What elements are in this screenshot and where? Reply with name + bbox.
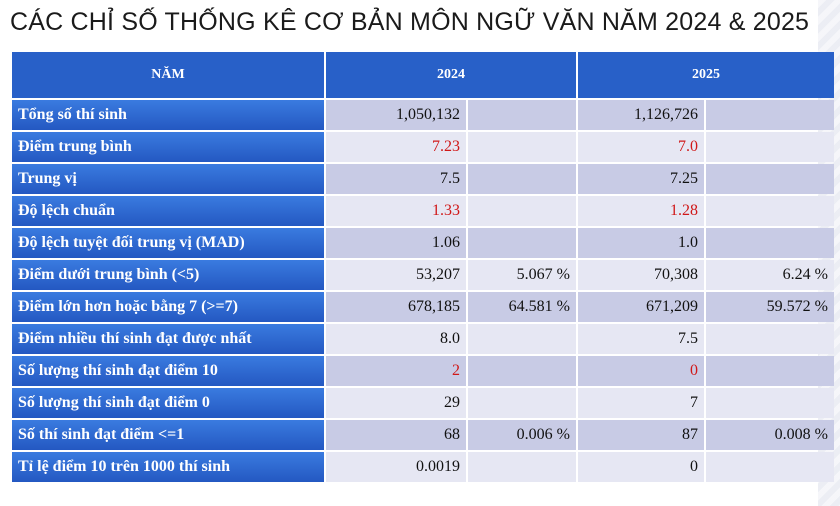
- percent-2024: 64.581 %: [468, 292, 576, 322]
- percent-2025: 59.572 %: [706, 292, 834, 322]
- statistics-table: NĂM 2024 2025 Tổng số thí sinh 1,050,132 1…: [10, 50, 836, 484]
- percent-2024: [468, 452, 576, 482]
- table-header-row: NĂM 2024 2025: [12, 52, 834, 98]
- value-2024: 1,050,132: [326, 100, 466, 130]
- percent-2024: [468, 164, 576, 194]
- value-2025: 70,308: [578, 260, 704, 290]
- value-2025: 7: [578, 388, 704, 418]
- value-2025: 0: [578, 452, 704, 482]
- value-2024: 53,207: [326, 260, 466, 290]
- table-row: Tổng số thí sinh 1,050,132 1,126,726: [12, 100, 834, 130]
- percent-2024: 0.006 %: [468, 420, 576, 450]
- percent-2024: 5.067 %: [468, 260, 576, 290]
- table-row: Điểm lớn hơn hoặc bằng 7 (>=7) 678,185 64.…: [12, 292, 834, 322]
- row-label: Tổng số thí sinh: [12, 100, 324, 130]
- row-label: Điểm trung bình: [12, 132, 324, 162]
- row-label: Trung vị: [12, 164, 324, 194]
- table-body: Tổng số thí sinh 1,050,132 1,126,726 Điểm t…: [12, 100, 834, 482]
- percent-2024: [468, 196, 576, 226]
- row-label: Điểm dưới trung bình (<5): [12, 260, 324, 290]
- value-2025: 0: [578, 356, 704, 386]
- percent-2024: [468, 100, 576, 130]
- value-2024: 678,185: [326, 292, 466, 322]
- table-row: Số lượng thí sinh đạt điểm 0 29 7: [12, 388, 834, 418]
- table-row: Điểm nhiều thí sinh đạt được nhất 8.0 7.5: [12, 324, 834, 354]
- row-label: Số lượng thí sinh đạt điểm 10: [12, 356, 324, 386]
- value-2025: 87: [578, 420, 704, 450]
- value-2025: 1.28: [578, 196, 704, 226]
- value-2024: 8.0: [326, 324, 466, 354]
- percent-2025: [706, 452, 834, 482]
- percent-2024: [468, 356, 576, 386]
- percent-2024: [468, 388, 576, 418]
- table-row: Tỉ lệ điểm 10 trên 1000 thí sinh 0.0019 0: [12, 452, 834, 482]
- table-row: Trung vị 7.5 7.25: [12, 164, 834, 194]
- header-year-2025: 2025: [578, 52, 834, 98]
- value-2024: 7.5: [326, 164, 466, 194]
- value-2024: 7.23: [326, 132, 466, 162]
- row-label: Tỉ lệ điểm 10 trên 1000 thí sinh: [12, 452, 324, 482]
- value-2025: 671,209: [578, 292, 704, 322]
- table-row: Điểm trung bình 7.23 7.0: [12, 132, 834, 162]
- value-2024: 29: [326, 388, 466, 418]
- percent-2025: [706, 324, 834, 354]
- header-year-2024: 2024: [326, 52, 576, 98]
- percent-2025: [706, 388, 834, 418]
- value-2024: 1.06: [326, 228, 466, 258]
- percent-2025: [706, 356, 834, 386]
- table-row: Số thí sinh đạt điểm <=1 68 0.006 % 87 0.008…: [12, 420, 834, 450]
- row-label: Độ lệch tuyệt đối trung vị (MAD): [12, 228, 324, 258]
- percent-2024: [468, 324, 576, 354]
- percent-2025: 6.24 %: [706, 260, 834, 290]
- header-year-label: NĂM: [12, 52, 324, 98]
- percent-2025: [706, 196, 834, 226]
- value-2024: 2: [326, 356, 466, 386]
- value-2024: 68: [326, 420, 466, 450]
- percent-2024: [468, 132, 576, 162]
- table-row: Điểm dưới trung bình (<5) 53,207 5.067 % 70…: [12, 260, 834, 290]
- row-label: Điểm nhiều thí sinh đạt được nhất: [12, 324, 324, 354]
- percent-2025: [706, 228, 834, 258]
- percent-2025: 0.008 %: [706, 420, 834, 450]
- table-row: Số lượng thí sinh đạt điểm 10 2 0: [12, 356, 834, 386]
- value-2025: 7.25: [578, 164, 704, 194]
- value-2024: 0.0019: [326, 452, 466, 482]
- value-2025: 7.0: [578, 132, 704, 162]
- percent-2025: [706, 132, 834, 162]
- table-row: Độ lệch chuẩn 1.33 1.28: [12, 196, 834, 226]
- value-2025: 1.0: [578, 228, 704, 258]
- value-2025: 1,126,726: [578, 100, 704, 130]
- percent-2025: [706, 100, 834, 130]
- value-2025: 7.5: [578, 324, 704, 354]
- row-label: Điểm lớn hơn hoặc bằng 7 (>=7): [12, 292, 324, 322]
- table-row: Độ lệch tuyệt đối trung vị (MAD) 1.06 1.0: [12, 228, 834, 258]
- percent-2025: [706, 164, 834, 194]
- percent-2024: [468, 228, 576, 258]
- value-2024: 1.33: [326, 196, 466, 226]
- row-label: Độ lệch chuẩn: [12, 196, 324, 226]
- page-title: CÁC CHỈ SỐ THỐNG KÊ CƠ BẢN MÔN NGỮ VĂN N…: [10, 8, 810, 36]
- row-label: Số lượng thí sinh đạt điểm 0: [12, 388, 324, 418]
- row-label: Số thí sinh đạt điểm <=1: [12, 420, 324, 450]
